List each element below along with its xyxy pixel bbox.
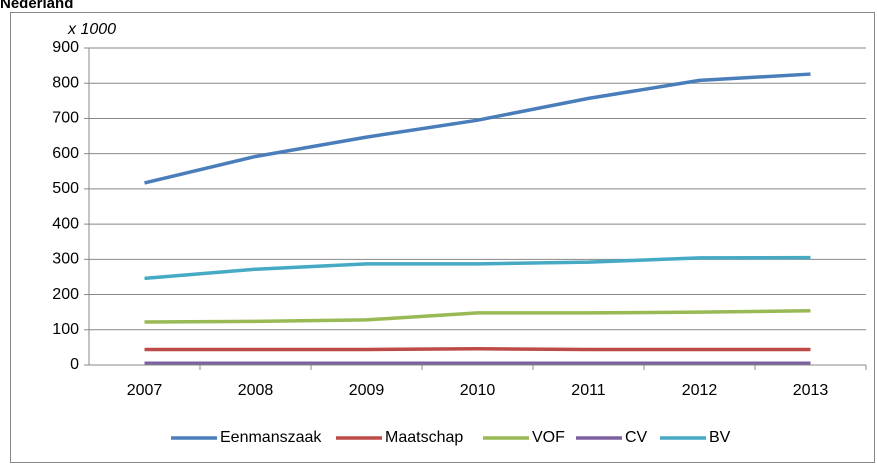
unit-label: x 1000 — [67, 21, 116, 38]
legend-label: Maatschap — [385, 429, 463, 446]
series-line — [144, 255, 811, 281]
y-tick-label: 700 — [52, 110, 79, 127]
y-tick-label: 600 — [52, 145, 79, 162]
y-tick-label: 0 — [70, 356, 79, 373]
legend-label: BV — [709, 429, 731, 446]
y-tick-label: 100 — [52, 321, 79, 338]
x-tick-label: 2013 — [793, 382, 829, 399]
x-tick-label: 2012 — [682, 382, 718, 399]
y-tick-label: 800 — [52, 74, 79, 91]
y-tick-label: 400 — [52, 215, 79, 232]
x-tick-label: 2010 — [460, 382, 496, 399]
y-tick-label: 900 — [52, 39, 79, 56]
series-line — [144, 347, 811, 352]
chart-frame — [10, 12, 875, 463]
x-tick-label: 2009 — [349, 382, 385, 399]
y-tick-label: 300 — [52, 251, 79, 268]
x-tick-label: 2007 — [127, 382, 163, 399]
y-tick-label: 500 — [52, 180, 79, 197]
chart-title: Nederland — [0, 0, 73, 12]
x-tick-label: 2011 — [571, 382, 606, 399]
legend-label: VOF — [532, 429, 565, 446]
y-tick-label: 200 — [52, 286, 79, 303]
legend-label: CV — [625, 429, 648, 446]
legend-label: Eenmanszaak — [220, 429, 322, 446]
series-line — [144, 309, 811, 324]
series-line — [144, 72, 811, 185]
x-tick-label: 2008 — [238, 382, 274, 399]
